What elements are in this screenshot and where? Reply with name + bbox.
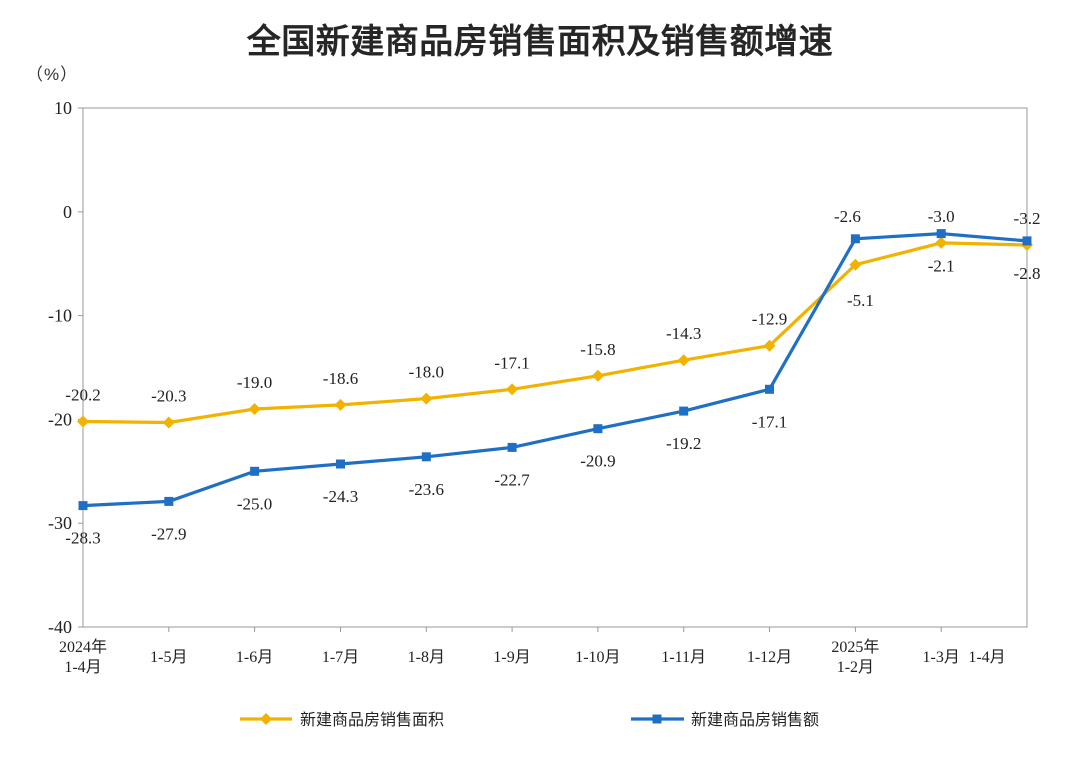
svg-text:1-4月: 1-4月	[968, 649, 1005, 666]
svg-text:10: 10	[54, 98, 72, 118]
svg-text:新建商品房销售额: 新建商品房销售额	[691, 711, 819, 729]
svg-text:-14.3: -14.3	[666, 324, 701, 343]
svg-text:-19.0: -19.0	[237, 373, 272, 392]
svg-text:2024年: 2024年	[59, 638, 107, 656]
svg-text:-10: -10	[48, 306, 72, 326]
svg-text:-17.1: -17.1	[494, 353, 529, 372]
svg-text:-18.0: -18.0	[409, 363, 444, 382]
svg-text:1-9月: 1-9月	[493, 649, 530, 666]
svg-text:1-8月: 1-8月	[408, 649, 445, 666]
svg-text:-20: -20	[48, 409, 72, 429]
svg-text:1-4月: 1-4月	[64, 659, 101, 676]
svg-text:-25.0: -25.0	[237, 494, 272, 513]
svg-text:-3.2: -3.2	[1014, 209, 1041, 228]
svg-text:-20.9: -20.9	[580, 452, 615, 471]
svg-text:-28.3: -28.3	[65, 529, 100, 548]
svg-text:1-3月: 1-3月	[923, 649, 960, 666]
svg-text:-3.0: -3.0	[928, 207, 955, 226]
svg-text:新建商品房销售面积: 新建商品房销售面积	[300, 711, 444, 729]
svg-text:-12.9: -12.9	[752, 310, 787, 329]
svg-text:-27.9: -27.9	[151, 524, 186, 543]
svg-text:-17.1: -17.1	[752, 412, 787, 431]
svg-text:-22.7: -22.7	[494, 470, 530, 489]
svg-text:0: 0	[63, 202, 72, 222]
svg-text:1-2月: 1-2月	[837, 659, 874, 676]
svg-text:1-6月: 1-6月	[236, 649, 273, 666]
svg-text:-18.6: -18.6	[323, 369, 358, 388]
svg-text:-2.1: -2.1	[928, 257, 955, 276]
svg-text:-2.8: -2.8	[1014, 264, 1041, 283]
svg-text:-20.2: -20.2	[65, 386, 100, 405]
svg-text:1-12月: 1-12月	[747, 649, 792, 666]
svg-text:-15.8: -15.8	[580, 340, 615, 359]
svg-text:1-7月: 1-7月	[322, 649, 359, 666]
svg-text:-23.6: -23.6	[409, 480, 444, 499]
svg-text:1-10月: 1-10月	[575, 649, 620, 666]
svg-text:1-5月: 1-5月	[150, 649, 187, 666]
svg-text:-40: -40	[48, 617, 72, 637]
svg-text:-24.3: -24.3	[323, 487, 358, 506]
svg-text:2025年: 2025年	[831, 638, 879, 656]
svg-text:1-11月: 1-11月	[661, 649, 706, 666]
svg-text:-5.1: -5.1	[847, 291, 874, 310]
svg-text:-20.3: -20.3	[151, 387, 186, 406]
svg-text:-19.2: -19.2	[666, 434, 701, 453]
svg-text:-2.6: -2.6	[834, 207, 861, 226]
